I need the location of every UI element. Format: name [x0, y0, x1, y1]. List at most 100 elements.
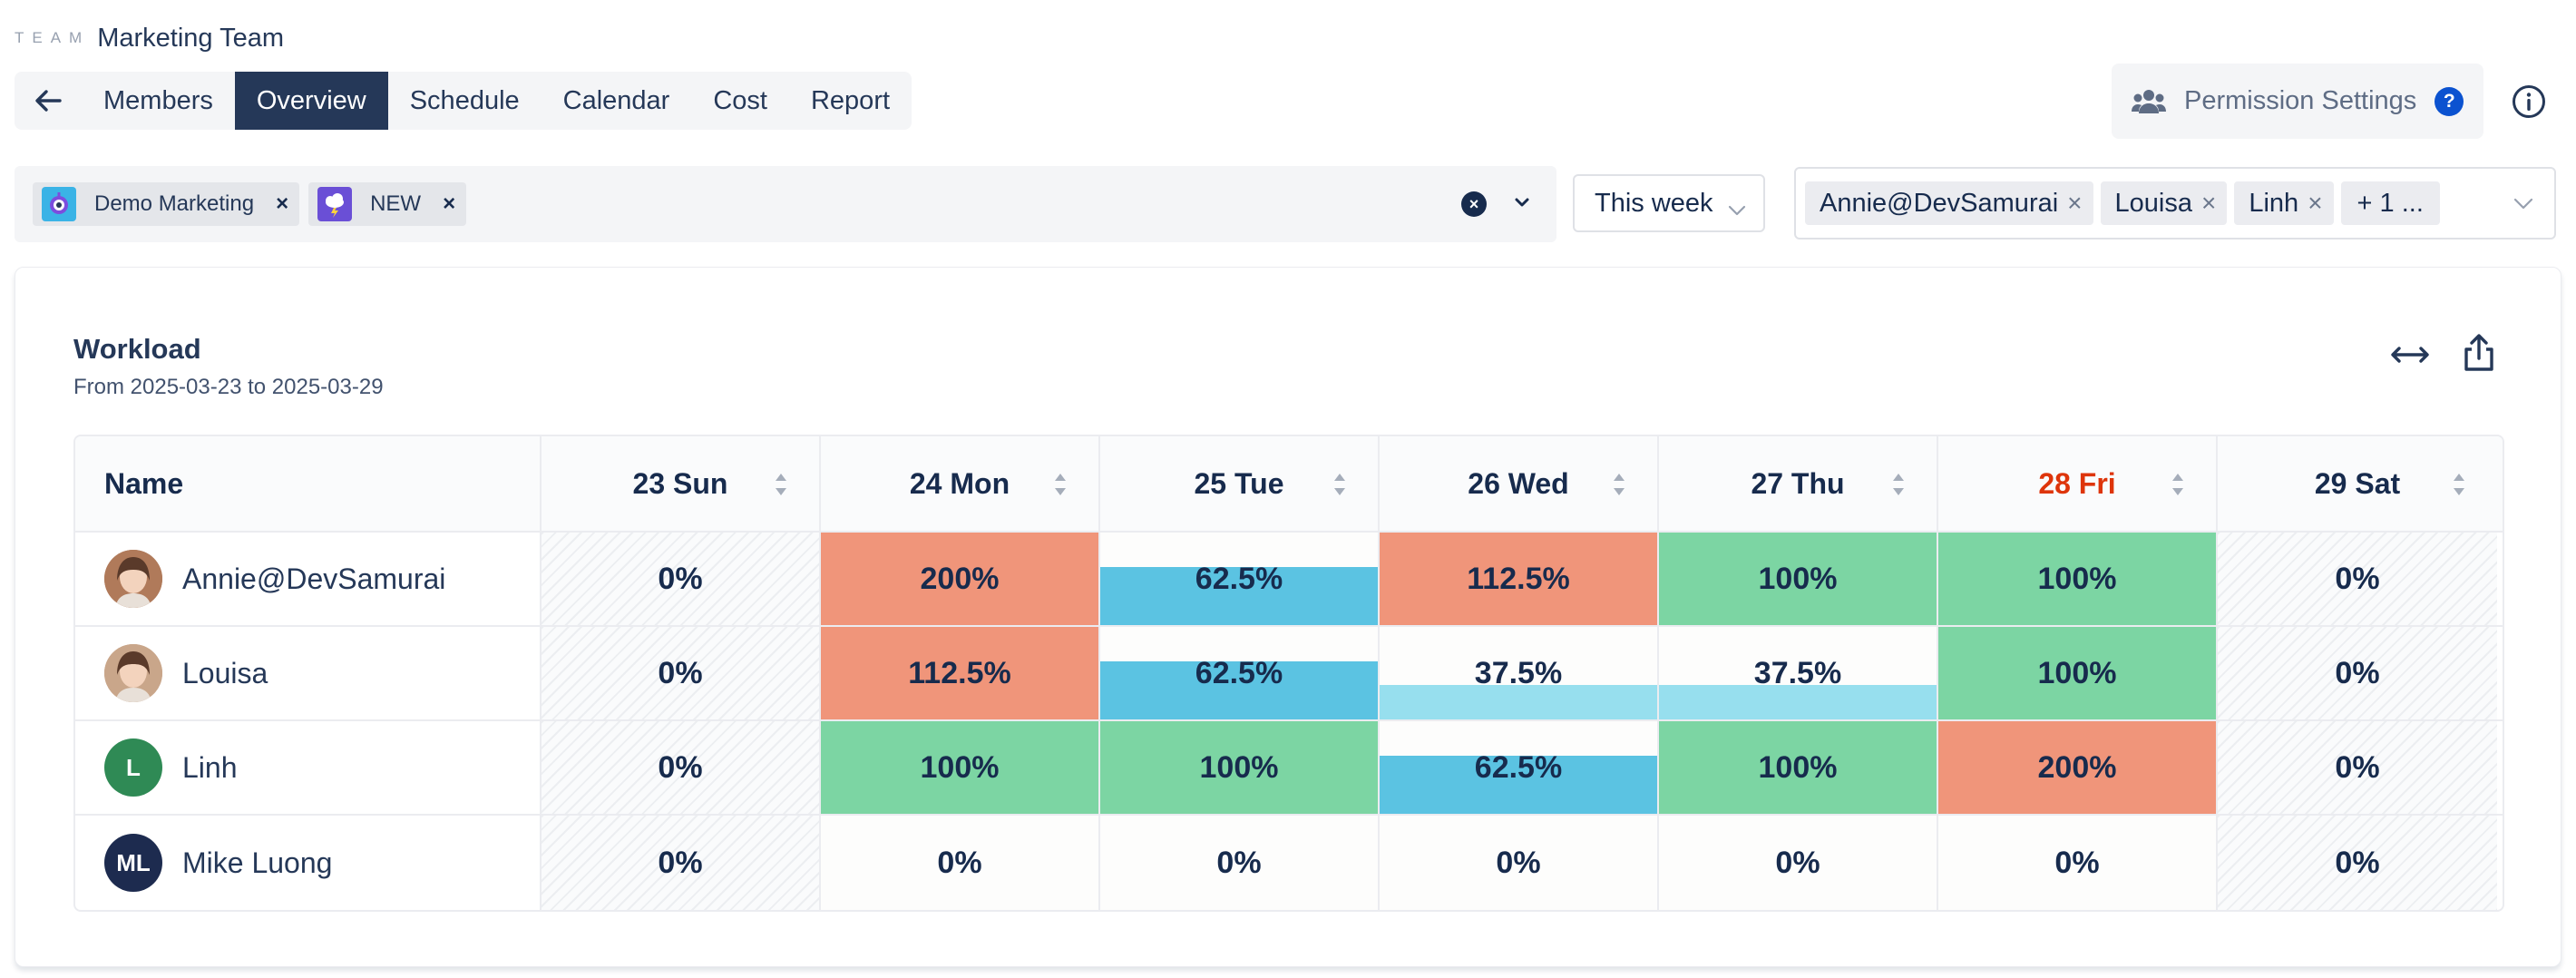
day-column-header[interactable]: 26 Wed: [1380, 436, 1659, 531]
workload-cell[interactable]: 100%: [1938, 627, 2218, 719]
sort-icon[interactable]: [774, 469, 788, 500]
tab-members[interactable]: Members: [103, 85, 213, 115]
workload-cell[interactable]: 100%: [1938, 533, 2218, 625]
remove-member-button[interactable]: ×: [2067, 189, 2083, 217]
member-chip-label: Annie@DevSamurai: [1820, 188, 2059, 218]
info-button[interactable]: [2511, 83, 2547, 120]
project-chip: Demo Marketing ×: [33, 182, 300, 226]
day-column-header-today[interactable]: 28 Fri: [1938, 436, 2218, 531]
sort-icon[interactable]: [2171, 469, 2185, 500]
project-filter[interactable]: Demo Marketing × NEW × ×: [15, 166, 1556, 242]
day-label: 26 Wed: [1468, 466, 1569, 500]
day-label: 28 Fri: [2038, 466, 2116, 500]
tab-calendar[interactable]: Calendar: [562, 85, 670, 115]
workload-cell[interactable]: 0%: [2218, 816, 2497, 910]
workload-cell[interactable]: 0%: [1100, 816, 1380, 910]
workload-cell[interactable]: 100%: [1100, 721, 1380, 814]
workload-cell[interactable]: 0%: [2218, 627, 2497, 719]
workload-cell[interactable]: 37.5%: [1380, 627, 1659, 719]
clear-icon[interactable]: ×: [1461, 191, 1487, 217]
workload-value: 200%: [2037, 749, 2117, 785]
workload-cell[interactable]: 112.5%: [821, 627, 1100, 719]
member-cell[interactable]: Louisa: [75, 627, 542, 719]
name-column-header: Name: [75, 436, 542, 531]
workload-cell[interactable]: 62.5%: [1100, 627, 1380, 719]
tab-cost[interactable]: Cost: [713, 85, 767, 115]
workload-fill-bar: [1659, 684, 1937, 719]
permission-settings-button[interactable]: Permission Settings ?: [2112, 64, 2483, 139]
workload-value: 0%: [2335, 561, 2380, 596]
workload-date-range: From 2025-03-23 to 2025-03-29: [73, 375, 384, 399]
workload-cell[interactable]: 37.5%: [1659, 627, 1938, 719]
sort-icon[interactable]: [1891, 469, 1906, 500]
cloud-icon: [317, 187, 353, 221]
member-chip-label: Louisa: [2114, 188, 2192, 218]
robot-icon: [42, 187, 76, 221]
workload-cell[interactable]: 100%: [1659, 533, 1938, 625]
workload-cell[interactable]: 0%: [542, 627, 821, 719]
remove-project-button[interactable]: ×: [443, 191, 456, 216]
workload-cell[interactable]: 0%: [542, 721, 821, 814]
day-label: 25 Tue: [1194, 466, 1284, 500]
chevron-down-icon: [1727, 196, 1747, 226]
remove-member-button[interactable]: ×: [2308, 189, 2323, 217]
workload-cell[interactable]: 0%: [1380, 816, 1659, 910]
workload-cell[interactable]: 100%: [1659, 721, 1938, 814]
workload-cell[interactable]: 0%: [542, 533, 821, 625]
table-row: ML Mike Luong 0% 0% 0% 0% 0% 0% 0%: [75, 816, 2503, 910]
workload-value: 100%: [920, 749, 1000, 785]
member-cell[interactable]: L Linh: [75, 721, 542, 814]
workload-cell[interactable]: 200%: [821, 533, 1100, 625]
member-cell[interactable]: ML Mike Luong: [75, 816, 542, 910]
workload-cell[interactable]: 100%: [821, 721, 1100, 814]
workload-cell[interactable]: 0%: [542, 816, 821, 910]
period-select[interactable]: This week: [1573, 174, 1765, 232]
workload-value: 0%: [658, 749, 703, 785]
day-label: 24 Mon: [909, 466, 1010, 500]
workload-cell[interactable]: 0%: [1659, 816, 1938, 910]
workload-value: 62.5%: [1474, 749, 1563, 785]
workload-cell[interactable]: 0%: [821, 816, 1100, 910]
workload-cell[interactable]: 62.5%: [1380, 721, 1659, 814]
day-column-header[interactable]: 25 Tue: [1100, 436, 1380, 531]
workload-cell[interactable]: 62.5%: [1100, 533, 1380, 625]
help-icon[interactable]: ?: [2435, 86, 2464, 116]
member-chip: Louisa ×: [2100, 181, 2228, 225]
member-name: Annie@DevSamurai: [182, 562, 446, 595]
sort-icon[interactable]: [1612, 469, 1626, 500]
remove-project-button[interactable]: ×: [276, 191, 289, 216]
workload-cell[interactable]: 0%: [2218, 721, 2497, 814]
export-button[interactable]: [2461, 333, 2497, 373]
more-members-chip[interactable]: + 1 ...: [2340, 181, 2440, 225]
day-column-header[interactable]: 23 Sun: [542, 436, 821, 531]
sort-icon[interactable]: [1332, 469, 1347, 500]
tab-overview[interactable]: Overview: [234, 72, 388, 130]
avatar: ML: [104, 834, 162, 892]
member-filter[interactable]: Annie@DevSamurai × Louisa × Linh × + 1 .…: [1794, 167, 2556, 240]
expand-horizontal-icon: [2391, 347, 2429, 363]
workload-value: 0%: [1775, 845, 1820, 880]
tab-schedule[interactable]: Schedule: [409, 85, 520, 115]
back-button[interactable]: [15, 72, 82, 130]
workload-value: 0%: [658, 655, 703, 690]
workload-cell[interactable]: 112.5%: [1380, 533, 1659, 625]
workload-value: 100%: [1758, 561, 1838, 596]
workload-title: Workload: [73, 333, 201, 365]
workload-cell[interactable]: 200%: [1938, 721, 2218, 814]
workload-cell[interactable]: 0%: [1938, 816, 2218, 910]
avatar: L: [104, 738, 162, 797]
member-cell[interactable]: Annie@DevSamurai: [75, 533, 542, 625]
day-label: 29 Sat: [2314, 466, 2401, 500]
day-column-header[interactable]: 27 Thu: [1659, 436, 1938, 531]
sort-icon[interactable]: [1053, 469, 1068, 500]
remove-member-button[interactable]: ×: [2201, 189, 2217, 217]
tab-report[interactable]: Report: [810, 85, 891, 115]
day-column-header[interactable]: 29 Sat: [2218, 436, 2497, 531]
day-column-header[interactable]: 24 Mon: [821, 436, 1100, 531]
expand-button[interactable]: [2388, 340, 2432, 369]
sort-icon[interactable]: [2452, 469, 2466, 500]
workload-value: 100%: [1199, 749, 1279, 785]
workload-value: 0%: [2054, 845, 2100, 880]
chevron-down-icon[interactable]: [1513, 193, 1531, 216]
workload-cell[interactable]: 0%: [2218, 533, 2497, 625]
